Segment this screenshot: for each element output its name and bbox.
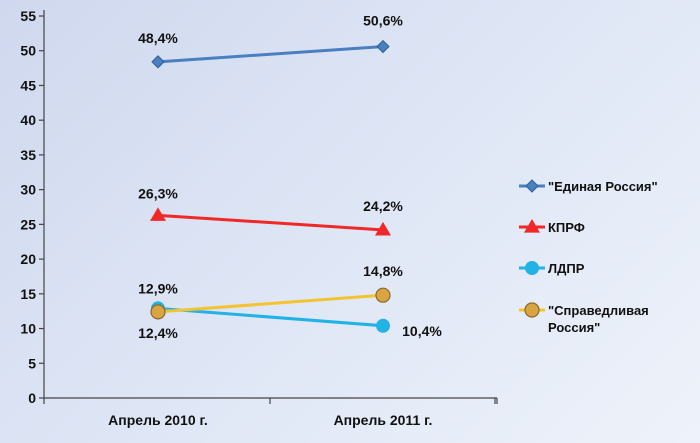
legend-label: КПРФ xyxy=(548,220,585,235)
data-label: 14,8% xyxy=(363,263,403,279)
y-tick-label: 55 xyxy=(20,8,36,24)
data-label: 12,9% xyxy=(138,280,178,296)
y-tick-label: 5 xyxy=(28,355,36,371)
y-tick-label: 10 xyxy=(20,321,36,337)
x-tick-label: Апрель 2010 г. xyxy=(108,412,208,428)
data-label: 10,4% xyxy=(402,323,442,339)
legend-label: "Единая Россия" xyxy=(548,179,658,194)
data-label: 26,3% xyxy=(138,185,178,201)
y-tick-label: 15 xyxy=(20,286,36,302)
legend: "Единая Россия" КПРФ ЛДПР "Справедливая Росс… xyxy=(519,179,658,335)
legend-marker xyxy=(524,219,540,233)
y-tick-label: 50 xyxy=(20,43,36,59)
series-line xyxy=(157,213,384,232)
y-tick-label: 45 xyxy=(20,77,36,93)
y-tick-label: 0 xyxy=(28,390,36,406)
data-label: 50,6% xyxy=(363,13,403,29)
legend-marker xyxy=(524,302,540,318)
axes: 0 5 10 15 20 25 30 35 40 45 50 55 Апрель 2010 г. Апре… xyxy=(20,8,498,428)
y-tick-label: 40 xyxy=(20,112,36,128)
data-point-marker xyxy=(151,55,165,69)
y-tick-label: 20 xyxy=(20,251,36,267)
y-tick-label: 30 xyxy=(20,182,36,198)
data-label: 48,4% xyxy=(138,30,178,46)
data-point-marker xyxy=(376,39,390,54)
data-point-marker xyxy=(150,207,166,221)
legend-label: ЛДПР xyxy=(548,261,585,276)
x-tick-label: Апрель 2011 г. xyxy=(334,412,433,428)
legend-marker xyxy=(525,261,539,275)
series-line xyxy=(157,293,384,314)
data-label: 24,2% xyxy=(363,198,403,214)
data-labels: 48,4% 50,6% 26,3% 24,2% 12,9% 10,4% 12,4% 14,8% xyxy=(138,13,442,341)
legend-label: "Справедливая Россия" xyxy=(548,303,649,335)
data-point-marker xyxy=(376,318,390,333)
series-line xyxy=(157,306,384,328)
y-tick-label: 35 xyxy=(20,147,36,163)
data-label: 12,4% xyxy=(138,325,178,341)
data-point-marker xyxy=(375,221,391,236)
data-point-marker xyxy=(375,287,391,303)
legend-marker xyxy=(525,179,539,193)
y-tick-label: 25 xyxy=(20,216,36,232)
series-line xyxy=(157,45,384,64)
data-point-marker xyxy=(150,304,166,320)
series-group xyxy=(150,39,391,333)
